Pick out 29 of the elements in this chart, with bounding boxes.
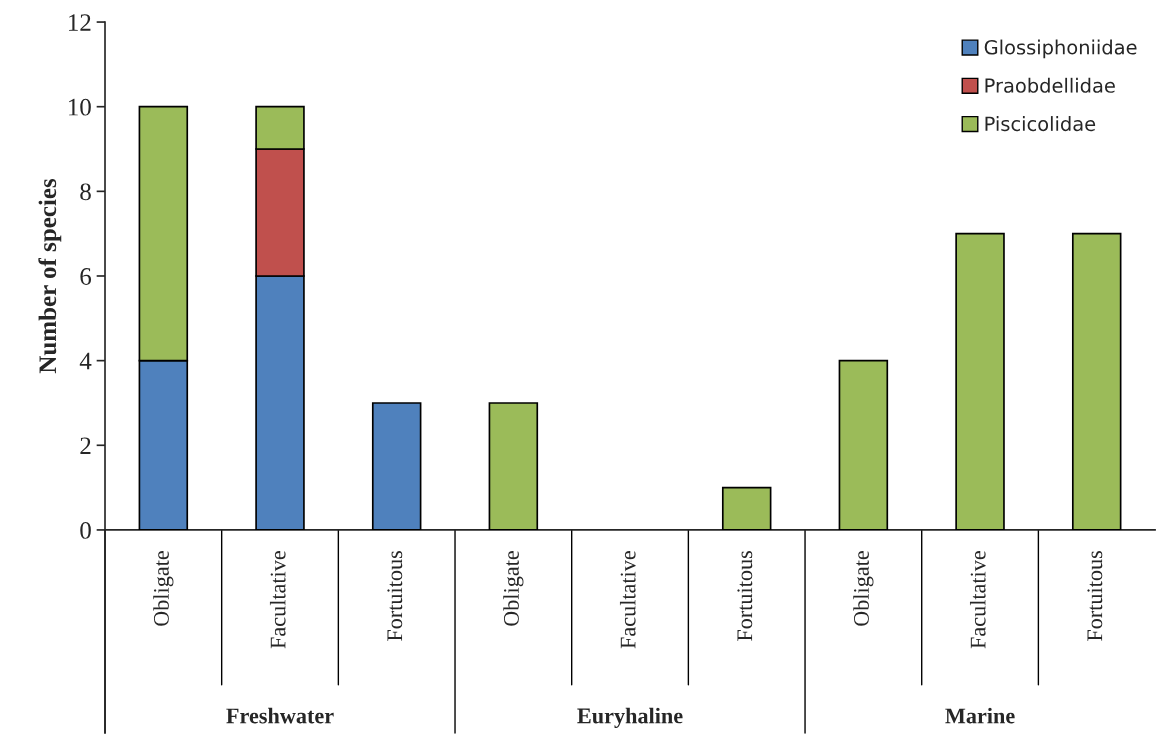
- y-tick-label: 6: [80, 268, 92, 285]
- x-tick-label: Obligate: [853, 551, 874, 626]
- legend-label: Praobdellidae: [985, 77, 1115, 93]
- legend-label: Glossiphoniidae: [984, 39, 1137, 59]
- y-tick-label: 2: [80, 437, 91, 454]
- bar: [1071, 232, 1122, 530]
- bar: [955, 232, 1005, 530]
- bar: [371, 402, 422, 530]
- text: Marine: [945, 707, 1015, 724]
- y-tick-label: 4: [79, 352, 92, 370]
- y-tick-label: 12: [69, 14, 91, 31]
- text: Euryhaline: [577, 707, 683, 728]
- bar: [488, 402, 539, 530]
- bar: [721, 486, 772, 530]
- x-tick-label: Obligate: [503, 551, 524, 626]
- legend-label: Piscicolidae: [985, 116, 1096, 132]
- bar: [838, 359, 889, 530]
- x-tick-label: Fortuitous: [737, 551, 753, 641]
- y-tick-label: 0: [80, 521, 91, 539]
- x-tick-label: Facultative: [619, 551, 636, 649]
- x-tick-label: Facultative: [969, 551, 986, 649]
- y-tick-label: 8: [80, 183, 91, 201]
- text: Freshwater: [226, 707, 334, 724]
- y-tick-label: 10: [69, 98, 91, 116]
- y-axis-title: Number of species: [38, 178, 62, 374]
- x-tick-label: Fortuitous: [1087, 551, 1103, 641]
- x-tick-label: Facultative: [269, 551, 286, 649]
- x-tick-label: Obligate: [153, 551, 174, 626]
- x-tick-label: Fortuitous: [387, 551, 403, 641]
